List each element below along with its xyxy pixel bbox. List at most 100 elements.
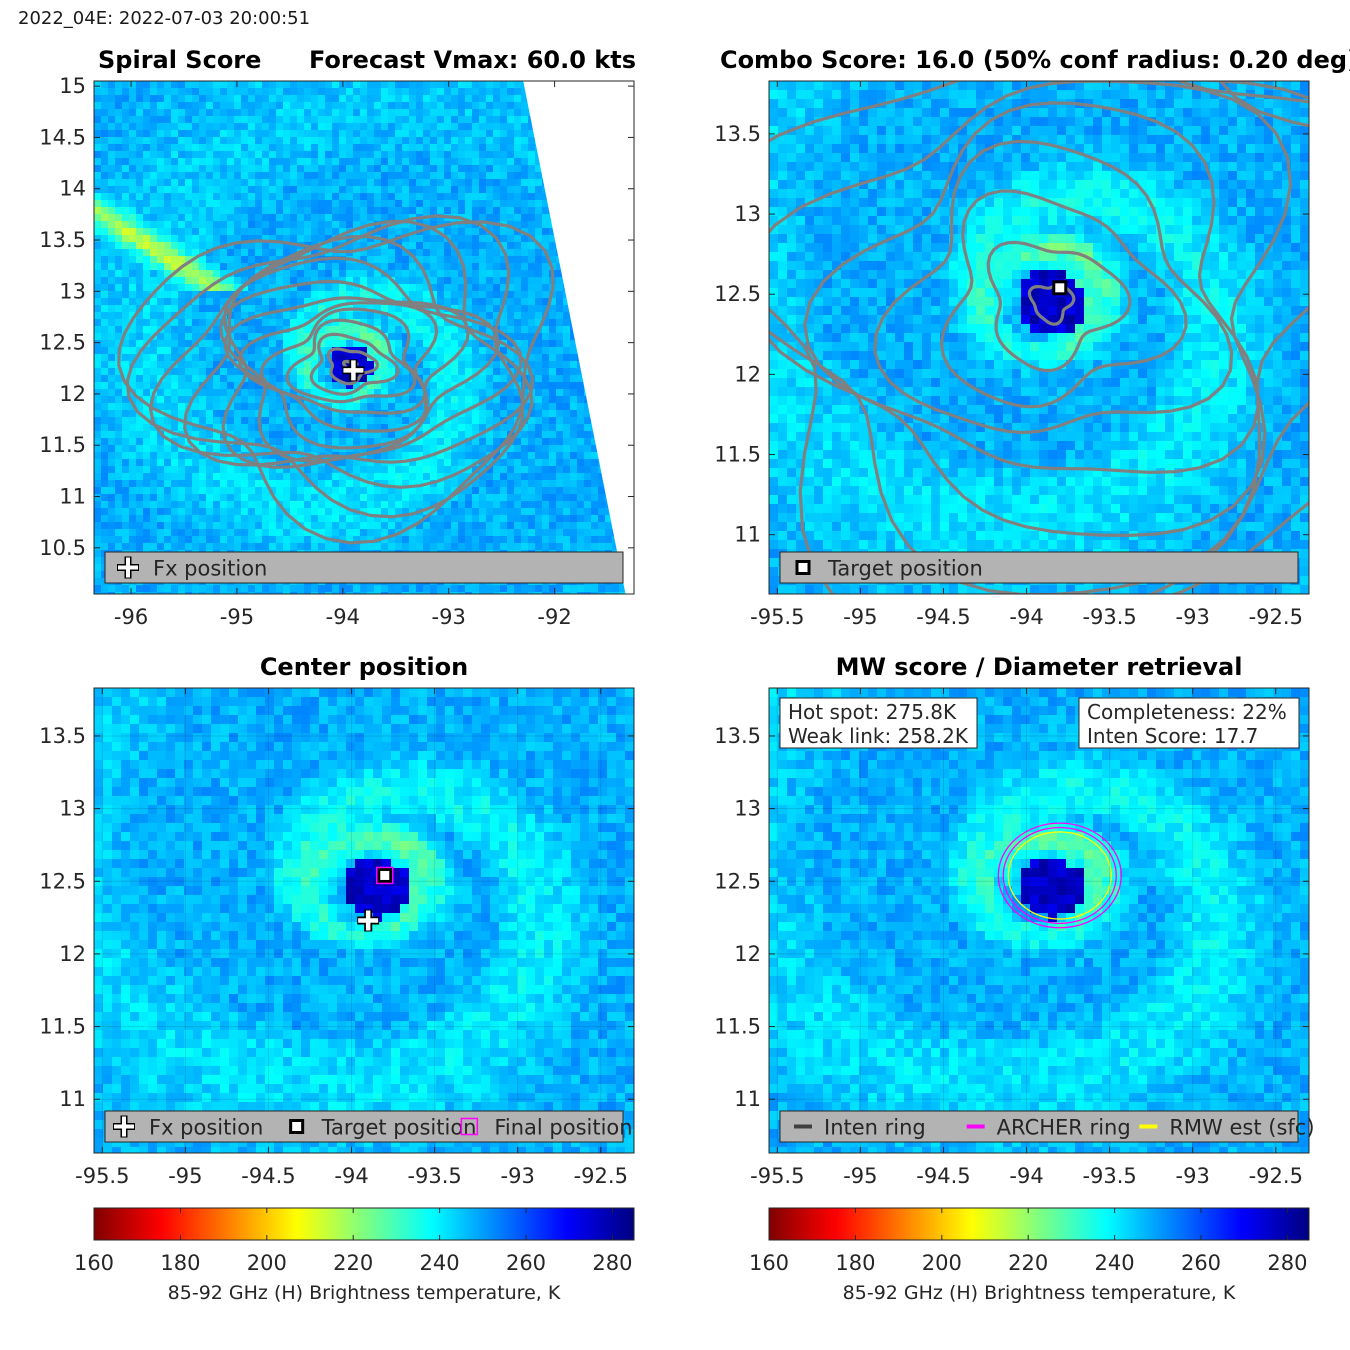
x-tick-label: -92.5 — [1249, 605, 1303, 629]
score-contour — [803, 101, 1261, 474]
y-tick-label: 13.5 — [39, 228, 86, 252]
colorbar-tick-label: 160 — [749, 1251, 789, 1275]
plot-area-center: -95.5 -95 -94.5 -94 -93.5 -93 -92.5 11 11.5 12 12.… — [39, 687, 635, 1188]
x-tick-label: -95.5 — [750, 1164, 804, 1188]
plot-area-combo: -95.5 -95 -94.5 -94 -93.5 -93 -92.5 11 11.5 12 12.… — [714, 80, 1310, 629]
score-contour — [183, 234, 535, 467]
annotation-line: Completeness: 22% — [1087, 700, 1287, 724]
legend-label: ARCHER ring — [997, 1116, 1131, 1140]
x-tick-label: -93 — [432, 605, 466, 629]
legend-target-icon — [289, 1119, 305, 1134]
legend-fx-icon-fill — [118, 557, 138, 578]
legend-label: Target position — [321, 1116, 477, 1140]
y-tick-label: 11.5 — [714, 443, 761, 467]
x-tick-label: -94 — [334, 1164, 368, 1188]
colorbar-gradient — [768, 1207, 1310, 1241]
brightness-temperature-field — [769, 688, 1309, 1153]
y-tick-label: 12.5 — [714, 282, 761, 306]
score-contour — [285, 318, 417, 404]
x-tick-label: -94 — [1009, 605, 1043, 629]
panel-mw-score: MW score / Diameter retrieval -95.5 -95 -9… — [714, 653, 1314, 1188]
x-tick-label: -95 — [220, 605, 254, 629]
rmw-ring — [1007, 831, 1112, 920]
plot-area-spiral: -96 -95 -94 -93 -92 10.5 11 11.5 12 12.5 13 13.5 14 1… — [39, 74, 635, 629]
legend-label: Target position — [827, 557, 983, 581]
y-tick-label: 12.5 — [39, 331, 86, 355]
panel-spiral-score: Spiral Score Forecast Vmax: 60.0 kts -96… — [39, 46, 636, 629]
y-tick-label: 12 — [59, 382, 86, 406]
axes-box — [768, 80, 1310, 595]
score-contour — [309, 332, 400, 396]
fx-position-marker — [357, 909, 380, 932]
brightness-temperature-field — [94, 688, 634, 1153]
panel-center-position: Center position -95.5 -95 -94.5 -94 -93.5 -93… — [39, 653, 635, 1188]
y-tick-label: 12.5 — [39, 869, 86, 893]
colorbar-right: 160 180 200 220 240 260 280 85-92 GHz (H) Brig… — [749, 1207, 1310, 1304]
legend-label: Inten ring — [824, 1116, 926, 1140]
y-tick-label: 12 — [59, 942, 86, 966]
score-contour — [148, 219, 534, 489]
legend-label: Final position — [494, 1116, 632, 1140]
colorbar-tick-label: 260 — [1181, 1251, 1221, 1275]
colorbar-tick-label: 220 — [333, 1251, 373, 1275]
legend: Fx position — [104, 551, 624, 584]
legend-label: Fx position — [153, 557, 267, 581]
y-tick-label: 10.5 — [39, 536, 86, 560]
x-tick-label: -92 — [537, 605, 571, 629]
plot-area-mw: -95.5 -95 -94.5 -94 -93.5 -93 -92.5 11 11.5 12 12.… — [714, 687, 1315, 1188]
grid — [94, 688, 634, 1153]
annotation-line: Hot spot: 275.8K — [788, 700, 957, 724]
y-tick-label: 13 — [59, 279, 86, 303]
figure-title: 2022_04E: 2022-07-03 20:00:51 — [18, 8, 311, 29]
y-tick-label: 11 — [59, 1087, 86, 1111]
annotation-line: Weak link: 258.2K — [788, 724, 969, 748]
score-contours — [117, 214, 555, 545]
axes-box — [768, 687, 1310, 1154]
y-tick-label: 12.5 — [714, 869, 761, 893]
x-tick-label: -95.5 — [75, 1164, 129, 1188]
colorbar-label: 85-92 GHz (H) Brightness temperature, K — [168, 1282, 561, 1304]
y-tick-label: 11 — [734, 1087, 761, 1111]
x-tick-label: -94.5 — [916, 605, 970, 629]
axis-ticks: -96 -95 -94 -93 -92 10.5 11 11.5 12 12.5 13 13.5 14 1… — [39, 74, 634, 629]
legend-fx-icon-fill — [114, 1116, 134, 1137]
legend: Fx position Target position Final position — [104, 1110, 633, 1143]
x-tick-label: -96 — [114, 605, 148, 629]
y-tick-label: 13 — [734, 797, 761, 821]
y-tick-label: 11 — [59, 485, 86, 509]
colorbar-tick-label: 160 — [74, 1251, 114, 1275]
target-position-marker — [377, 867, 393, 883]
axis-ticks: -95.5 -95 -94.5 -94 -93.5 -93 -92.5 11 11.5 12 12.… — [714, 688, 1309, 1188]
x-tick-label: -92.5 — [1249, 1164, 1303, 1188]
x-tick-label: -95 — [843, 1164, 877, 1188]
axes-box — [93, 80, 635, 595]
colorbar-tick-label: 180 — [835, 1251, 875, 1275]
x-tick-label: -93.5 — [1082, 1164, 1136, 1188]
legend-label: Fx position — [149, 1116, 263, 1140]
y-tick-label: 11.5 — [39, 1015, 86, 1039]
colorbar-tick-label: 280 — [1267, 1251, 1307, 1275]
x-tick-label: -94 — [1009, 1164, 1043, 1188]
colorbar-tick-label: 180 — [160, 1251, 200, 1275]
colorbar-tick-label: 200 — [922, 1251, 962, 1275]
colorbar-label: 85-92 GHz (H) Brightness temperature, K — [843, 1282, 1236, 1304]
y-tick-label: 13.5 — [714, 122, 761, 146]
legend-final-icon — [460, 1117, 479, 1136]
colorbar-tick-label: 200 — [247, 1251, 287, 1275]
y-tick-label: 14 — [59, 177, 86, 201]
colorbar-tick-label: 220 — [1008, 1251, 1048, 1275]
panel-title-right: Forecast Vmax: 60.0 kts — [309, 46, 636, 74]
colorbar-tick-label: 260 — [506, 1251, 546, 1275]
panel-title-left: Spiral Score — [98, 46, 261, 74]
y-tick-label: 12 — [734, 362, 761, 386]
annotation-line: Inten Score: 17.7 — [1087, 724, 1258, 748]
y-tick-label: 14.5 — [39, 125, 86, 149]
grid — [769, 688, 1309, 1153]
final-position-marker — [376, 866, 394, 885]
archer-ring — [997, 822, 1122, 929]
axis-ticks: -95.5 -95 -94.5 -94 -93.5 -93 -92.5 11 11.5 12 12.… — [39, 688, 634, 1188]
y-tick-label: 11 — [734, 523, 761, 547]
y-tick-label: 15 — [59, 74, 86, 98]
legend-target-icon — [795, 560, 811, 575]
